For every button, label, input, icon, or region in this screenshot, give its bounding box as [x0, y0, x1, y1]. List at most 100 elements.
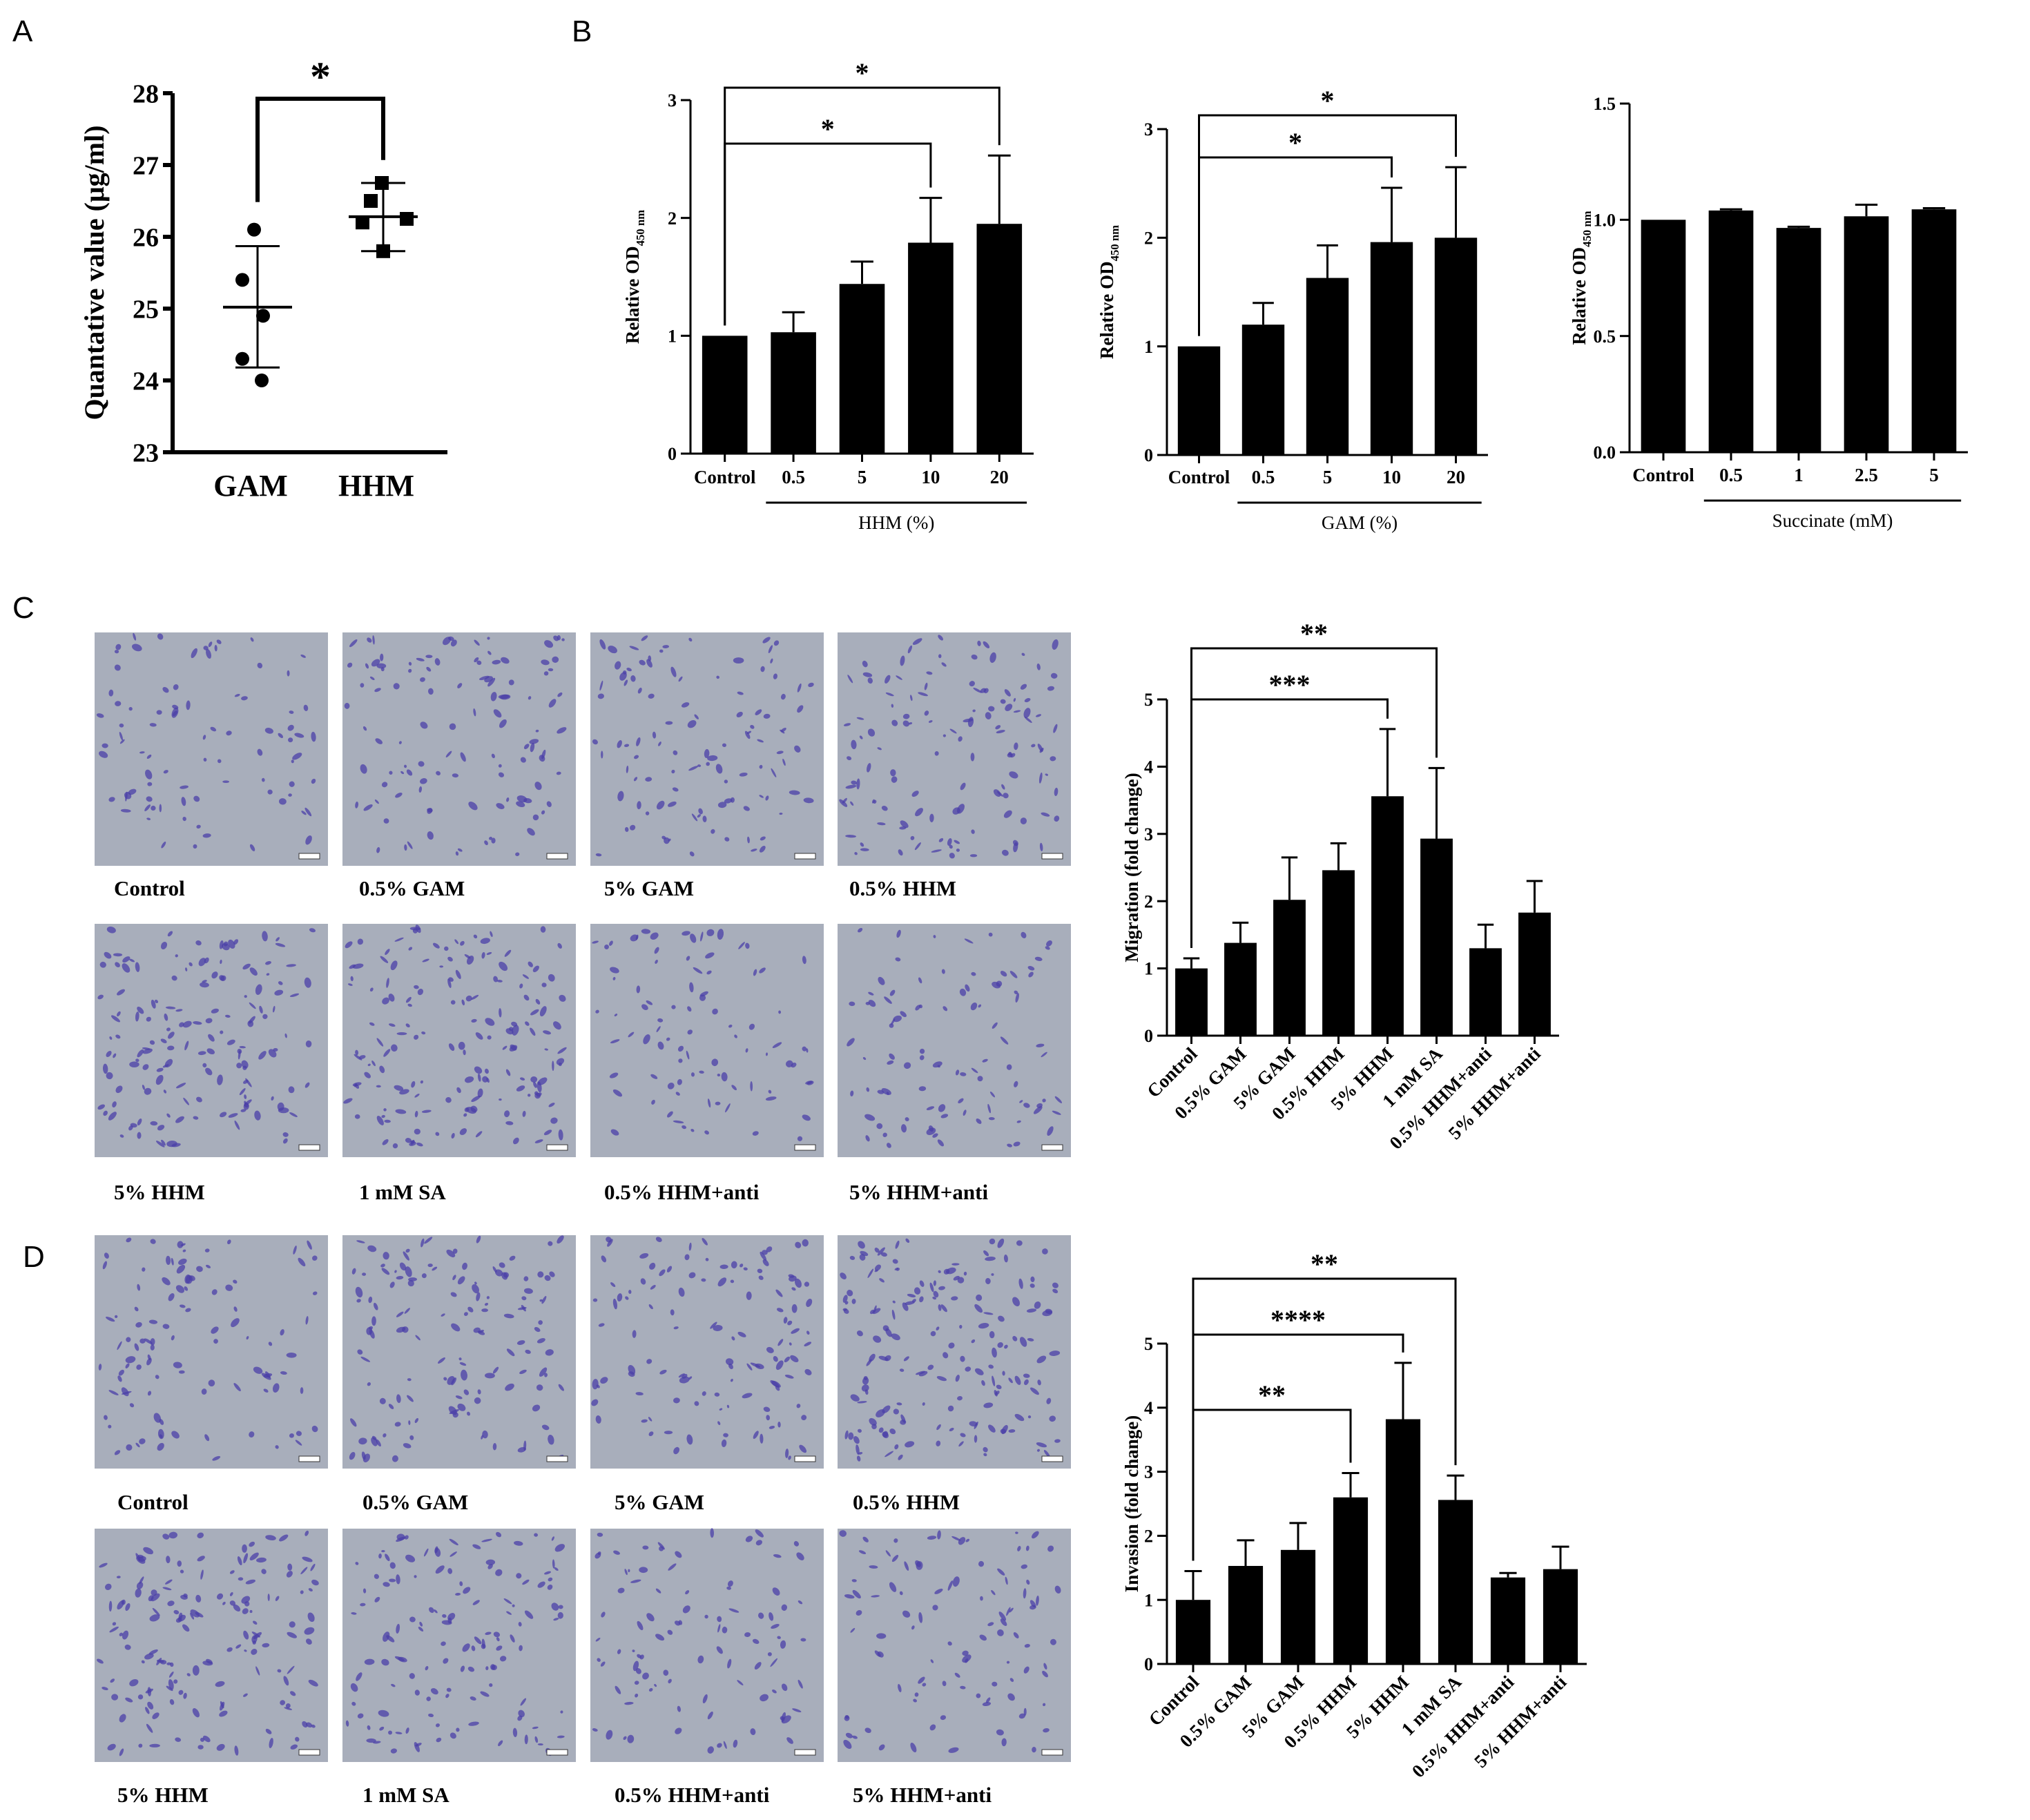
stained-cell — [771, 768, 777, 777]
stained-cell — [461, 1369, 467, 1381]
stained-cell — [435, 1132, 440, 1136]
stained-cell — [1047, 1126, 1054, 1136]
stained-cell — [556, 771, 561, 775]
stained-cell — [893, 1538, 898, 1543]
stained-cell — [668, 801, 677, 807]
stained-cell — [474, 1397, 481, 1404]
stained-cell — [463, 1312, 468, 1317]
stained-cell — [461, 999, 465, 1006]
stained-cell — [956, 849, 960, 852]
stained-cell — [617, 1293, 623, 1302]
stained-cell — [988, 1117, 995, 1121]
stained-cell — [962, 1654, 972, 1663]
stained-cell — [380, 653, 384, 661]
y-axis-label-subscript: 450 nm — [634, 210, 647, 246]
stained-cell — [1007, 753, 1013, 758]
panel-letter-b: B — [572, 14, 592, 48]
y-tick-label: 1 — [1144, 959, 1153, 979]
stained-cell — [285, 1703, 291, 1709]
stained-cell — [877, 747, 882, 751]
stained-cell — [704, 748, 710, 758]
stained-cell — [786, 1060, 793, 1067]
stained-cell — [808, 682, 814, 688]
stained-cell — [914, 1692, 919, 1697]
stained-cell — [478, 1329, 485, 1333]
stained-cell — [751, 849, 757, 852]
bar — [1306, 278, 1349, 455]
stained-cell — [844, 1714, 849, 1719]
stained-cell — [139, 1338, 146, 1344]
stained-cell — [478, 675, 490, 681]
stained-cell — [122, 963, 130, 973]
stained-cell — [516, 1085, 525, 1092]
stained-cell — [967, 717, 974, 728]
stained-cell — [960, 1072, 967, 1076]
stained-cell — [991, 1589, 996, 1596]
stained-cell — [865, 1002, 870, 1005]
stained-cell — [759, 764, 763, 769]
stained-cell — [980, 1596, 983, 1601]
stained-cell — [983, 641, 990, 648]
stained-cell — [143, 1547, 153, 1555]
stained-cell — [743, 1267, 748, 1271]
stained-cell — [195, 940, 202, 946]
stained-cell — [794, 745, 801, 753]
stained-cell — [473, 708, 476, 717]
stained-cell — [1019, 1100, 1023, 1103]
stained-cell — [797, 1136, 803, 1141]
stained-cell — [254, 1110, 261, 1121]
stained-cell — [992, 1375, 996, 1386]
stained-cell — [615, 1685, 621, 1694]
stained-cell — [958, 736, 963, 742]
y-tick-label: 1 — [1144, 337, 1153, 357]
stained-cell — [476, 660, 482, 666]
stained-cell — [445, 1694, 450, 1698]
bar — [1420, 838, 1453, 1036]
stained-cell — [489, 1683, 493, 1687]
stained-cell — [772, 1587, 780, 1596]
stained-cell — [964, 938, 974, 944]
stained-cell — [1038, 772, 1043, 784]
stained-cell — [852, 1735, 858, 1739]
significance-bracket — [1198, 156, 1393, 336]
stained-cell — [560, 1710, 563, 1714]
stained-cell — [206, 1658, 213, 1664]
stained-cell — [544, 1373, 548, 1377]
stained-cell — [1042, 1670, 1048, 1678]
x-category-label: HHM — [338, 469, 414, 503]
stained-cell — [166, 1113, 171, 1118]
stained-cell — [996, 980, 1003, 987]
stained-cell — [804, 1368, 812, 1375]
stained-cell — [760, 1251, 767, 1261]
stained-cell — [717, 1743, 722, 1748]
stained-cell — [873, 1335, 882, 1343]
stained-cell — [948, 1747, 959, 1753]
stained-cell — [482, 1430, 488, 1439]
stained-cell — [918, 1611, 923, 1623]
stained-cell — [287, 724, 294, 731]
stained-cell — [114, 650, 119, 654]
stained-cell — [677, 1078, 682, 1085]
stained-cell — [905, 1117, 909, 1121]
stained-cell — [657, 1018, 664, 1023]
panel-letter-d: D — [23, 1240, 45, 1274]
stained-cell — [350, 976, 354, 982]
stained-cell — [557, 942, 562, 949]
stained-cell — [765, 1052, 768, 1056]
stained-cell — [178, 1258, 187, 1266]
stained-cell — [405, 996, 412, 1003]
data-point — [364, 194, 378, 208]
stained-cell — [474, 1066, 483, 1074]
stained-cell — [929, 1724, 936, 1731]
y-tick-label: 0.5 — [1594, 327, 1616, 347]
stained-cell — [1013, 1141, 1021, 1147]
stained-cell — [537, 1077, 548, 1085]
stained-cell — [691, 813, 698, 822]
stained-cell — [871, 799, 875, 804]
micrograph — [95, 924, 328, 1157]
stained-cell — [522, 974, 529, 979]
stained-cell — [548, 668, 554, 672]
stained-cell — [249, 844, 255, 851]
stained-cell — [96, 1658, 104, 1664]
